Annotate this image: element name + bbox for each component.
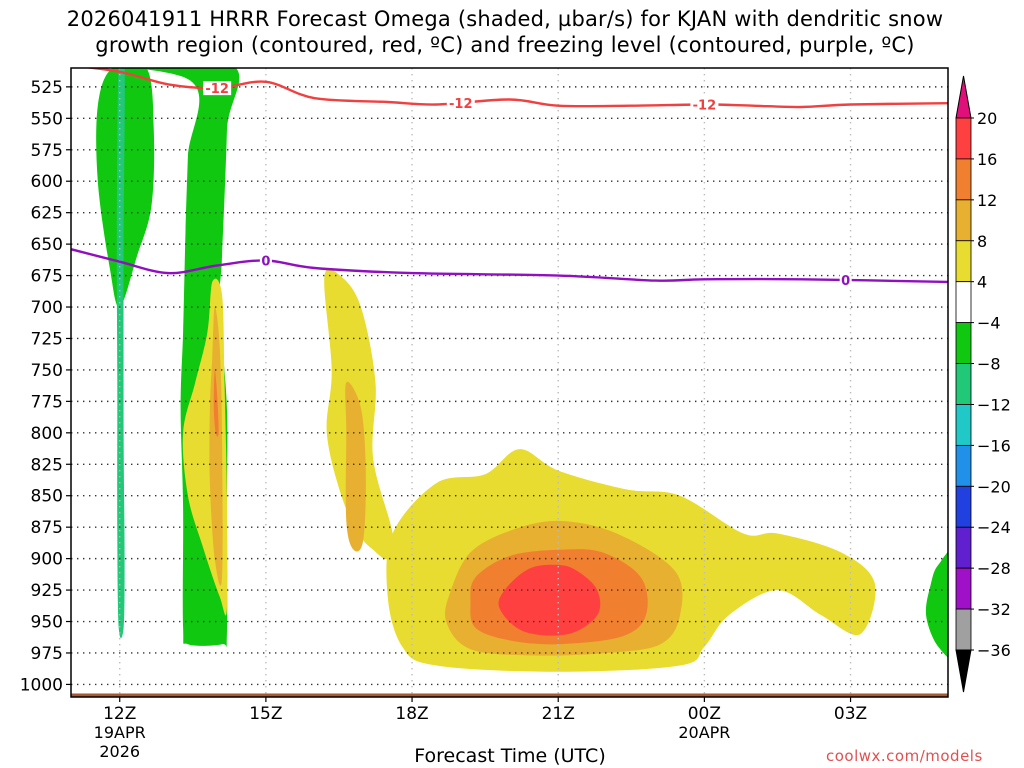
chart-title: 2026041911 HRRR Forecast Omega (shaded, … bbox=[0, 6, 1010, 58]
colorbar-bin bbox=[955, 526, 972, 569]
y-tick-label: 550 bbox=[31, 109, 63, 129]
colorbar: 20 16 12 8 4 −4 −8 −12 −16 −20 −24 −28 −32 −36 bbox=[955, 75, 1011, 693]
y-tick-label: 975 bbox=[31, 644, 63, 664]
colorbar-label: −12 bbox=[977, 395, 1011, 414]
x-tick-label: 21Z bbox=[542, 704, 575, 724]
contour-label: -12 bbox=[449, 97, 473, 112]
colorbar-label: −4 bbox=[977, 314, 1001, 333]
contour-line-dgz bbox=[82, 68, 948, 109]
x-tick-label: 00Z bbox=[688, 704, 721, 724]
omega-region-13 bbox=[925, 551, 948, 658]
colorbar-label: −24 bbox=[977, 518, 1011, 537]
omega-region-8 bbox=[345, 381, 366, 552]
contour-label: -12 bbox=[693, 98, 717, 113]
y-tick-label: 650 bbox=[31, 235, 63, 255]
contours: -12 -12 -12 0 0 bbox=[71, 68, 948, 289]
colorbar-label: −16 bbox=[977, 436, 1011, 455]
colorbar-bin bbox=[955, 158, 972, 201]
y-tick-label: 525 bbox=[31, 78, 63, 98]
colorbar-label: 12 bbox=[977, 191, 997, 210]
x-date-label: 2026 bbox=[99, 742, 140, 761]
colorbar-label: −28 bbox=[977, 559, 1011, 578]
x-tick-label: 12Z bbox=[103, 704, 136, 724]
y-tick-label: 875 bbox=[31, 518, 63, 538]
y-tick-label: 775 bbox=[31, 392, 63, 412]
colorbar-bin bbox=[955, 117, 972, 160]
y-tick-label: 1000 bbox=[20, 675, 63, 695]
colorbar-bin bbox=[955, 444, 972, 487]
colorbar-label: 8 bbox=[977, 232, 987, 251]
colorbar-label: 4 bbox=[977, 273, 987, 292]
omega-region-6 bbox=[213, 369, 219, 437]
omega-region-3 bbox=[116, 68, 125, 638]
plot-frame bbox=[70, 67, 949, 698]
colorbar-bin bbox=[955, 485, 972, 528]
colorbar-label: −32 bbox=[977, 600, 1011, 619]
ground-strip bbox=[71, 693, 948, 697]
contour-label: 0 bbox=[841, 274, 850, 289]
colorbar-bin bbox=[955, 608, 972, 651]
axes: 525 550 575 600 625 650 675 700 725 750 775 800 825 8… bbox=[20, 78, 867, 761]
colorbar-bin bbox=[955, 199, 972, 242]
y-tick-label: 625 bbox=[31, 204, 63, 224]
colorbar-bin bbox=[955, 322, 972, 364]
colorbar-label: 20 bbox=[977, 109, 997, 128]
contour-label: 0 bbox=[261, 254, 270, 269]
y-tick-label: 900 bbox=[31, 550, 63, 570]
colorbar-label: −20 bbox=[977, 477, 1011, 496]
y-tick-label: 700 bbox=[31, 298, 63, 318]
y-tick-label: 950 bbox=[31, 613, 63, 633]
colorbar-under-triangle bbox=[955, 649, 972, 693]
contour-label-bg bbox=[839, 273, 852, 288]
contour-label-bg bbox=[259, 253, 272, 268]
y-tick-label: 575 bbox=[31, 141, 63, 161]
x-date-label: 20APR bbox=[678, 723, 730, 742]
omega-region-5 bbox=[209, 306, 223, 586]
gridlines bbox=[71, 68, 948, 697]
ground-surface bbox=[71, 693, 948, 697]
x-tick-label: 15Z bbox=[249, 704, 282, 724]
colorbar-label: −8 bbox=[977, 355, 1001, 374]
colorbar-bin bbox=[955, 281, 972, 324]
contour-label-bg bbox=[446, 95, 475, 110]
colorbar-label: 16 bbox=[977, 150, 997, 169]
y-tick-label: 800 bbox=[31, 424, 63, 444]
y-tick-label: 750 bbox=[31, 361, 63, 381]
omega-region-1 bbox=[96, 68, 155, 308]
contour-line-freezing bbox=[71, 248, 948, 284]
omega-shading bbox=[96, 68, 948, 672]
chart-title-line-1: 2026041911 HRRR Forecast Omega (shaded, … bbox=[66, 7, 944, 31]
y-tick-label: 725 bbox=[31, 329, 63, 349]
colorbar-bin bbox=[955, 240, 972, 283]
contour-label: -12 bbox=[205, 82, 229, 97]
colorbar-bin bbox=[955, 567, 972, 610]
y-tick-label: 850 bbox=[31, 487, 63, 507]
y-tick-label: 825 bbox=[31, 455, 63, 475]
contour-label-bg bbox=[690, 97, 719, 112]
colorbar-bin bbox=[955, 363, 972, 405]
omega-region-12 bbox=[498, 564, 601, 636]
credit-text: coolwx.com/models bbox=[826, 747, 983, 765]
x-tick-label: 03Z bbox=[834, 704, 867, 724]
colorbar-bin bbox=[955, 404, 972, 446]
colorbar-label: −36 bbox=[977, 641, 1011, 660]
contour-label-bg bbox=[203, 81, 232, 96]
chart-title-line-2: growth region (contoured, red, ºC) and f… bbox=[95, 33, 915, 57]
x-axis-label: Forecast Time (UTC) bbox=[414, 745, 606, 767]
colorbar-over-triangle bbox=[955, 75, 972, 119]
x-tick-label: 18Z bbox=[395, 704, 428, 724]
y-tick-label: 600 bbox=[31, 172, 63, 192]
y-tick-label: 925 bbox=[31, 581, 63, 601]
x-date-label: 19APR bbox=[94, 723, 146, 742]
y-tick-label: 675 bbox=[31, 267, 63, 287]
